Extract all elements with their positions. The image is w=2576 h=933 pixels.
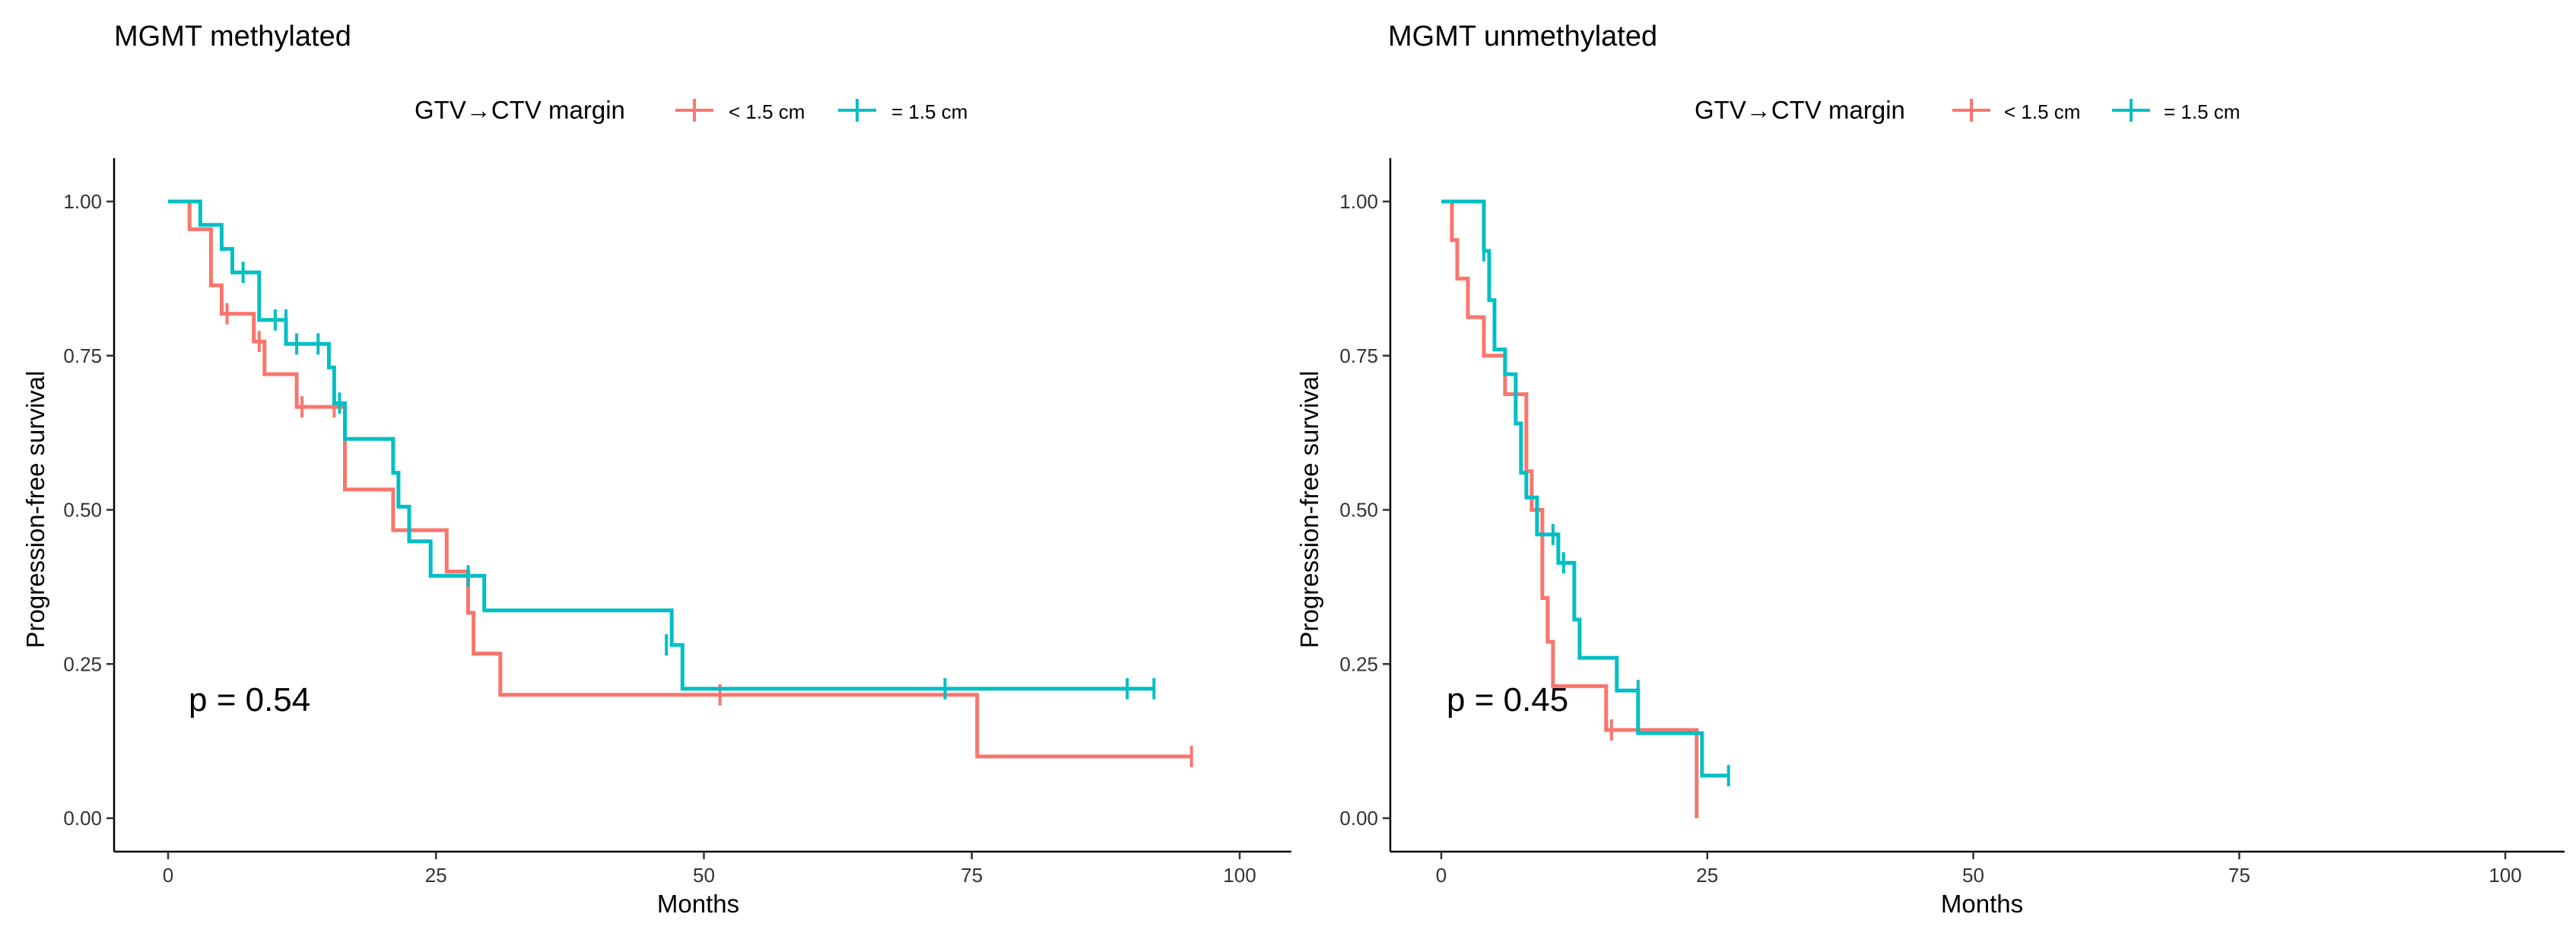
y-tick-label: 0.00 — [1339, 807, 1378, 830]
km-curve-lt — [1441, 199, 1699, 818]
legend-title: GTV→CTV margin — [1695, 96, 1905, 124]
legend-key-lt — [1952, 99, 1990, 122]
y-tick-label: 0.50 — [63, 499, 102, 522]
panel-title: MGMT methylated — [114, 21, 351, 52]
y-tick-label: 1.00 — [63, 190, 102, 213]
x-tick-label: 25 — [425, 864, 447, 887]
x-tick-label: 75 — [961, 864, 983, 887]
x-axis-title: Months — [1941, 890, 2023, 918]
km-curve-eq — [1441, 199, 1729, 778]
y-tick-label: 1.00 — [1339, 190, 1378, 213]
x-axis-title: Months — [657, 890, 739, 918]
x-tick-label: 25 — [1696, 864, 1718, 887]
x-tick-label: 75 — [2228, 864, 2250, 887]
legend-label-eq: = 1.5 cm — [2164, 100, 2240, 123]
panel-unmethylated: MGMT unmethylated GTV→CTV margin < 1.5 c… — [1295, 21, 2565, 918]
p-value: p = 0.45 — [1447, 681, 1568, 719]
km-curve-eq — [168, 199, 1155, 691]
x-tick-label: 100 — [1223, 864, 1256, 887]
legend-label-lt: < 1.5 cm — [729, 100, 805, 123]
legend-label-lt: < 1.5 cm — [2004, 100, 2080, 123]
x-tick-label: 50 — [1962, 864, 1984, 887]
y-tick-label: 0.25 — [63, 652, 102, 675]
x-tick-label: 50 — [693, 864, 715, 887]
km-curve-lt — [168, 199, 1192, 759]
legend-title: GTV→CTV margin — [415, 96, 625, 124]
plot-area-unmethylated: 0 25 50 75 100 0.00 0.25 0.50 0.75 1.00 — [1339, 158, 2565, 887]
x-tick-label: 0 — [1436, 864, 1447, 887]
legend-label-eq: = 1.5 cm — [891, 100, 967, 123]
panel-title: MGMT unmethylated — [1388, 21, 1657, 52]
y-axis-title: Progression-free survival — [1295, 371, 1323, 649]
y-tick-label: 0.50 — [1339, 499, 1378, 522]
p-value: p = 0.54 — [189, 681, 310, 719]
plot-area-methylated: 0 25 50 75 100 0.00 0.25 0.50 0.75 1.00 — [63, 158, 1291, 887]
legend-key-eq — [838, 99, 876, 122]
x-tick-label: 100 — [2489, 864, 2521, 887]
legend-key-lt — [675, 99, 713, 122]
x-tick-label: 0 — [163, 864, 173, 887]
y-axis-title: Progression-free survival — [21, 371, 49, 649]
y-tick-label: 0.25 — [1339, 652, 1378, 675]
y-tick-label: 0.75 — [1339, 344, 1378, 367]
y-tick-label: 0.00 — [63, 807, 102, 830]
legend-key-eq — [2112, 99, 2150, 122]
panel-methylated: MGMT methylated GTV→CTV margin < 1.5 cm … — [21, 21, 1291, 918]
y-tick-label: 0.75 — [63, 344, 102, 367]
